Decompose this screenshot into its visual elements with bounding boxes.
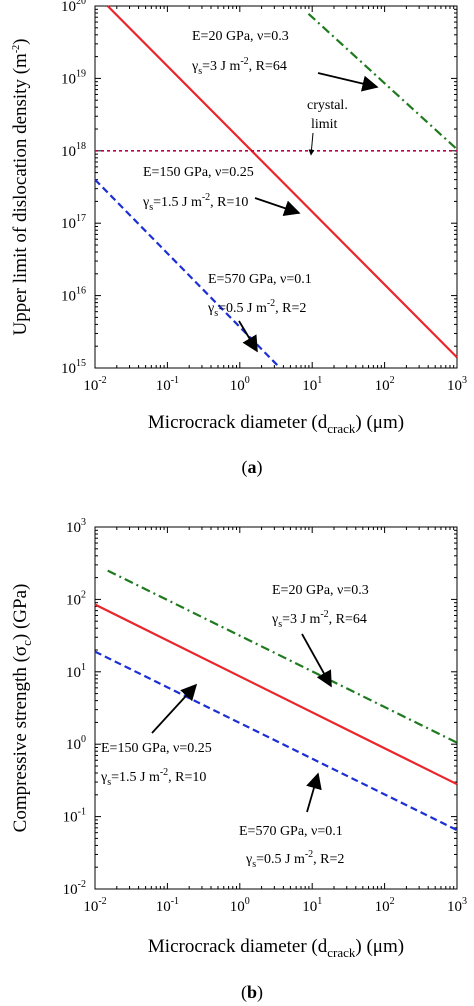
- annotation-e20-b: E=20 GPa, ν=0.3 γs=3 J m-2, R=64: [271, 583, 369, 688]
- plot-area-a: [94, 5, 458, 369]
- panel-b: 10-2 10-1 100 101 102 103 10-2 10-1 100 101 102 103…: [10, 517, 467, 1003]
- panel-a: 10-2 10-1 100 101 102 103 1015 1016 1017 1018 1019…: [10, 0, 467, 478]
- series-line-solid: [106, 5, 458, 359]
- annotation-e570-a: E=570 GPa, ν=0.1 γs=0.5 J m-2, R=2: [207, 272, 312, 353]
- y-axis-label-b: Compressive strength (σc) (GPa): [10, 584, 34, 833]
- annotation-e150-b: E=150 GPa, ν=0.25 γs=1.5 J m-2, R=10: [100, 683, 212, 788]
- svg-text:limit: limit: [311, 117, 338, 132]
- y-tick-label: 102: [66, 589, 86, 608]
- svg-text:E=150 GPa, ν=0.25: E=150 GPa, ν=0.25: [101, 741, 212, 756]
- svg-text:crystal.: crystal.: [307, 98, 348, 113]
- x-axis-label-a: Microcrack diameter (dcrack) (μm): [148, 412, 404, 436]
- x-axis-label-b: Microcrack diameter (dcrack) (μm): [148, 936, 404, 960]
- series-a: [94, 5, 458, 369]
- y-tick-label: 103: [66, 517, 86, 536]
- series-line-dashed: [94, 650, 458, 832]
- annotation-e20-a: E=20 GPa, ν=0.3 γs=3 J m-2, R=64: [191, 29, 379, 92]
- y-tick-label: 1017: [61, 213, 86, 232]
- panel-label-b: (b): [241, 982, 263, 1003]
- svg-text:γs=3 J m-2, R=64: γs=3 J m-2, R=64: [191, 56, 287, 77]
- svg-text:E=150 GPa, ν=0.25: E=150 GPa, ν=0.25: [143, 165, 254, 180]
- y-tick-label: 1018: [61, 141, 86, 160]
- annotation-e150-a: E=150 GPa, ν=0.25 γs=1.5 J m-2, R=10: [142, 165, 301, 216]
- x-tick-label: 103: [447, 896, 467, 915]
- svg-text:γs=0.5 J m-2, R=2: γs=0.5 J m-2, R=2: [245, 849, 344, 870]
- x-tick-label: 100: [230, 375, 250, 394]
- x-tick-label: 10-2: [83, 375, 106, 394]
- x-tick-label: 102: [375, 896, 395, 915]
- x-tick-label: 10-1: [156, 375, 179, 394]
- svg-text:γs=1.5 J m-2, R=10: γs=1.5 J m-2, R=10: [100, 767, 206, 788]
- series-line-dash-dot: [107, 569, 458, 744]
- x-tick-label: 101: [302, 896, 322, 915]
- series-b: [94, 569, 458, 832]
- x-tick-label: 100: [230, 896, 250, 915]
- svg-text:γs=3 J m-2, R=64: γs=3 J m-2, R=64: [271, 609, 367, 630]
- series-line-solid: [94, 603, 458, 786]
- svg-text:E=570 GPa, ν=0.1: E=570 GPa, ν=0.1: [239, 824, 343, 839]
- y-tick-label: 1015: [61, 358, 86, 377]
- y-tick-label: 1019: [61, 68, 86, 87]
- annotation-crystal-limit-a: crystal. limit: [307, 98, 348, 156]
- y-tick-label: 101: [66, 662, 86, 681]
- svg-text:γs=0.5 J m-2, R=2: γs=0.5 J m-2, R=2: [207, 298, 306, 319]
- y-tick-label: 10-1: [63, 807, 86, 826]
- svg-text:γs=1.5 J m-2, R=10: γs=1.5 J m-2, R=10: [142, 192, 248, 213]
- y-tick-label: 1020: [61, 0, 86, 15]
- x-tick-label: 10-2: [83, 896, 106, 915]
- y-axis-label-a: Upper limit of dislocation density (m-2): [10, 39, 31, 336]
- series-line-dash-dot: [307, 12, 458, 151]
- plot-area-b: [94, 526, 458, 890]
- y-tick-label: 1016: [61, 286, 86, 305]
- svg-text:E=20 GPa, ν=0.3: E=20 GPa, ν=0.3: [192, 29, 289, 44]
- x-tick-label: 103: [447, 375, 467, 394]
- svg-text:E=570 GPa, ν=0.1: E=570 GPa, ν=0.1: [208, 272, 312, 287]
- panel-label-a: (a): [242, 457, 263, 478]
- x-tick-label: 102: [375, 375, 395, 394]
- annotation-e570-b: E=570 GPa, ν=0.1 γs=0.5 J m-2, R=2: [239, 772, 344, 870]
- y-tick-label: 100: [66, 734, 86, 753]
- x-tick-label: 10-1: [156, 896, 179, 915]
- y-tick-label: 10-2: [63, 879, 86, 898]
- svg-text:E=20 GPa, ν=0.3: E=20 GPa, ν=0.3: [272, 583, 369, 598]
- x-tick-label: 101: [302, 375, 322, 394]
